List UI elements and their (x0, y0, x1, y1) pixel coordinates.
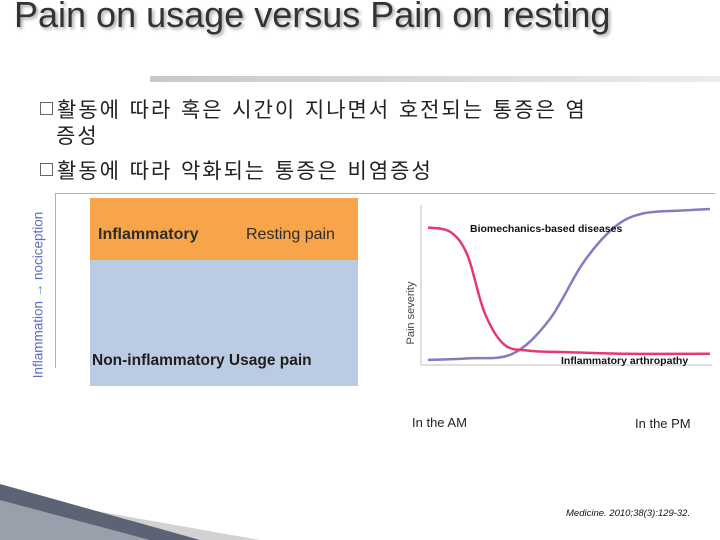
series-line-inflammatory-arthropathy (427, 226, 711, 356)
y-axis-label: Pain severity (405, 281, 417, 344)
series-line-biomechanics (427, 207, 711, 362)
bullet-box-icon (40, 102, 53, 115)
bullet-2: 활동에 따라 악화되는 통증은 비염증성 (40, 158, 700, 184)
pain-severity-chart: Pain severity Biomechanics-based disease… (405, 205, 712, 431)
quadrant-top (90, 198, 358, 260)
bullet-1: 활동에 따라 혹은 시간이 지나면서 호전되는 통증은 염 증성 (40, 97, 700, 149)
frame-left-line (55, 193, 56, 368)
quadrant-resting-pain-label: Resting pain (246, 226, 335, 243)
x-tick-label-pm: In the PM (635, 416, 691, 431)
series-label-inflammatory-arthropathy: Inflammatory arthropathy (561, 355, 688, 367)
quadrant-inflammatory-label: Inflammatory (98, 226, 199, 243)
side-axis-label-text: Inflammation → nociception (30, 211, 46, 379)
bullet-1-line-2: 증성 (56, 124, 99, 148)
bullet-1-line-1: 활동에 따라 혹은 시간이 지나면서 호전되는 통증은 염 (57, 98, 587, 122)
title-underline (150, 76, 720, 82)
citation: Medicine. 2010;38(3):129-32. (566, 508, 691, 519)
series-label-biomechanics: Biomechanics-based diseases (470, 223, 622, 235)
quadrant-bottom (90, 260, 358, 386)
decorative-corner-swoosh (0, 484, 260, 540)
quadrant-noninflammatory-label: Non-inflammatory Usage pain (92, 352, 312, 369)
pain-quadrant: Inflammatory Resting pain Non-inflammato… (90, 198, 358, 386)
page-title: Pain on usage versus Pain on resting (14, 0, 611, 35)
frame-top-line (55, 193, 715, 194)
x-tick-label-am: In the AM (412, 415, 467, 430)
bullet-box-icon (40, 163, 53, 176)
bullet-2-text: 활동에 따라 악화되는 통증은 비염증성 (57, 159, 433, 183)
side-axis-label: Inflammation → nociception (8, 195, 68, 395)
